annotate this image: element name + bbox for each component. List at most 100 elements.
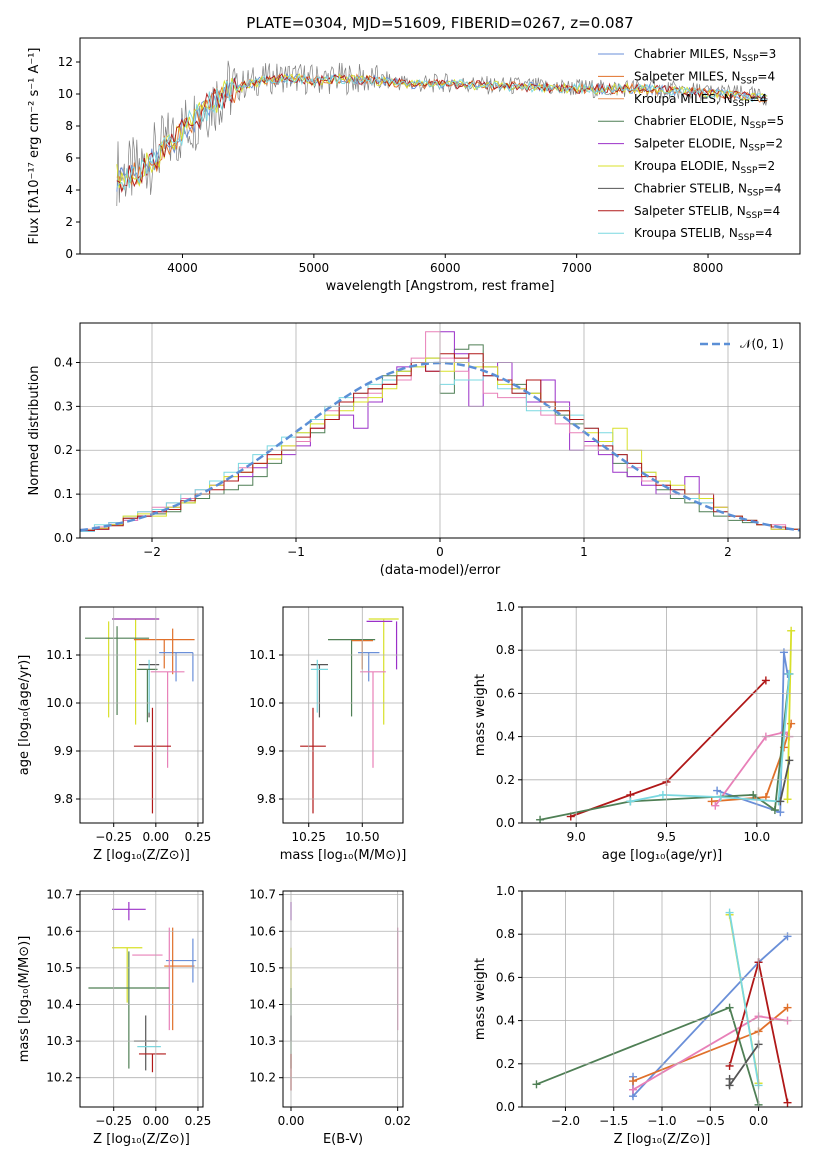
y-tick-label: 8	[65, 119, 73, 133]
x-axis-label: E(B-V)	[323, 1132, 363, 1147]
weight-point-marker	[783, 932, 792, 941]
y-tick-label: 10.0	[249, 696, 276, 710]
weight-point-marker	[749, 790, 758, 799]
error-bar-point	[328, 639, 376, 717]
y-tick-label: 9.9	[257, 744, 276, 758]
y-tick-label: 10.0	[46, 696, 73, 710]
legend-label-value: =2	[765, 137, 783, 151]
panel-age-vs-mass: 10.25 10.50 9.8 9.9 10.0 10.1 mass [log₁₀(M/M⊙…	[249, 606, 407, 863]
panel-age-vs-Z: −0.25 0.00 0.25 9.8 9.9 10.0 10.1 Z [log₁₀(Z/Z⊙…	[17, 606, 211, 863]
panel-mass-vs-Z: −0.25 0.00 0.25 10.2 10.3 10.4 10.5 10.6 10.7 Z […	[17, 888, 211, 1147]
legend-label-text: Chabrier ELODIE, N	[634, 114, 750, 128]
weight-series-line	[714, 731, 790, 807]
axes-frame	[79, 890, 204, 1108]
x-axis-label: Z [log₁₀(Z/Z⊙)]	[93, 848, 190, 863]
x-axis-label: mass [log₁₀(M/M⊙)]	[280, 848, 407, 863]
legend-label: Kroupa MILES, NSSP=4	[634, 92, 767, 109]
y-tick-label: 0.4	[496, 1014, 515, 1028]
x-tick-label: 5000	[299, 261, 330, 275]
x-tick-label: 10.50	[345, 830, 379, 844]
error-bar-point	[112, 947, 143, 1003]
y-tick-label: 12	[58, 55, 73, 69]
y-axis-label: Normed distribution	[27, 366, 42, 496]
x-tick-label: 7000	[561, 261, 592, 275]
panel-weight-vs-age: 9.0 9.5 10.0 0.0 0.2 0.4 0.6 0.8 1.0 age [log₁₀(a…	[473, 600, 803, 863]
error-bar-point	[300, 707, 326, 814]
weight-series-line	[570, 679, 767, 818]
error-bar-point	[137, 668, 158, 723]
y-tick-label: 0.0	[54, 531, 73, 545]
legend-label-text: Chabrier STELIB, N	[634, 181, 747, 195]
x-tick-label: −2	[143, 545, 161, 559]
y-tick-label: 0.3	[54, 399, 73, 413]
weight-point-marker	[776, 797, 785, 806]
weight-point-marker	[783, 795, 792, 804]
y-tick-label: 10.6	[249, 924, 276, 938]
x-tick-label: −0.5	[696, 1114, 725, 1128]
legend-label-text: Salpeter MILES, N	[634, 69, 741, 83]
legend-label-text: Salpeter ELODIE, N	[634, 137, 748, 151]
weight-point-marker	[711, 801, 720, 810]
y-tick-label: 9.8	[54, 792, 73, 806]
legend-label: Chabrier STELIB, NSSP=4	[634, 181, 782, 198]
weight-point-marker	[779, 648, 788, 657]
weight-point-marker	[629, 1085, 638, 1094]
legend-label: Chabrier ELODIE, NSSP=5	[634, 114, 784, 131]
y-tick-label: 10.4	[46, 997, 73, 1011]
y-axis-label: mass weight	[473, 674, 488, 756]
weight-point-marker	[725, 908, 734, 917]
weight-point-marker	[787, 626, 796, 635]
x-tick-label: 0.00	[278, 1114, 305, 1128]
y-tick-label: 0.2	[496, 1057, 515, 1071]
y-tick-label: 0.4	[496, 730, 515, 744]
x-tick-label: 0.00	[142, 1114, 169, 1128]
weight-point-marker	[785, 669, 794, 678]
x-tick-label: 10.0	[743, 830, 770, 844]
error-bar-point	[133, 639, 195, 669]
x-tick-label: −2.0	[551, 1114, 580, 1128]
model-spectrum-line	[116, 73, 768, 192]
y-tick-label: 10.5	[46, 961, 73, 975]
weight-point-marker	[770, 806, 779, 815]
weight-point-marker	[725, 1081, 734, 1090]
x-tick-label: 0.0	[749, 1114, 768, 1128]
y-tick-label: 0.2	[54, 443, 73, 457]
y-tick-label: 10.6	[46, 924, 73, 938]
error-bar-point	[159, 651, 193, 682]
legend-label-subscript: SSP	[750, 121, 767, 131]
y-tick-label: 0.2	[496, 773, 515, 787]
y-tick-label: 10.5	[249, 961, 276, 975]
x-tick-label: 0.02	[384, 1114, 411, 1128]
weight-point-marker	[783, 1098, 792, 1107]
weight-point-marker	[776, 808, 785, 817]
plot-area-mass-vs-Z	[88, 901, 197, 1073]
error-bar-point	[85, 626, 150, 715]
error-bar-point	[138, 1053, 166, 1073]
x-tick-label: −1.5	[599, 1114, 628, 1128]
plot-area-weight-vs-age	[536, 626, 796, 823]
legend-label: Kroupa STELIB, NSSP=4	[634, 226, 772, 243]
weight-point-marker	[713, 786, 722, 795]
legend-label-value: =5	[766, 114, 784, 128]
axes-frame	[521, 606, 803, 824]
weight-point-marker	[658, 790, 667, 799]
x-tick-label: 0.00	[142, 830, 169, 844]
legend-label-subscript: SSP	[733, 99, 750, 109]
weight-point-marker	[761, 676, 770, 685]
legend-label-value: =4	[755, 226, 773, 240]
axes-frame	[79, 37, 801, 255]
x-axis-label: Z [log₁₀(Z/Z⊙)]	[93, 1132, 190, 1147]
legend-label-subscript: SSP	[746, 211, 763, 221]
y-tick-label: 0	[65, 247, 73, 261]
y-tick-label: 10.3	[46, 1034, 73, 1048]
weight-point-marker	[707, 797, 716, 806]
legend-label-subscript: SSP	[741, 166, 758, 176]
x-tick-label: 0	[436, 545, 444, 559]
y-tick-label: 6	[65, 151, 73, 165]
y-tick-label: 10.4	[249, 997, 276, 1011]
y-tick-label: 10.1	[249, 648, 276, 662]
x-tick-label: 1	[580, 545, 588, 559]
